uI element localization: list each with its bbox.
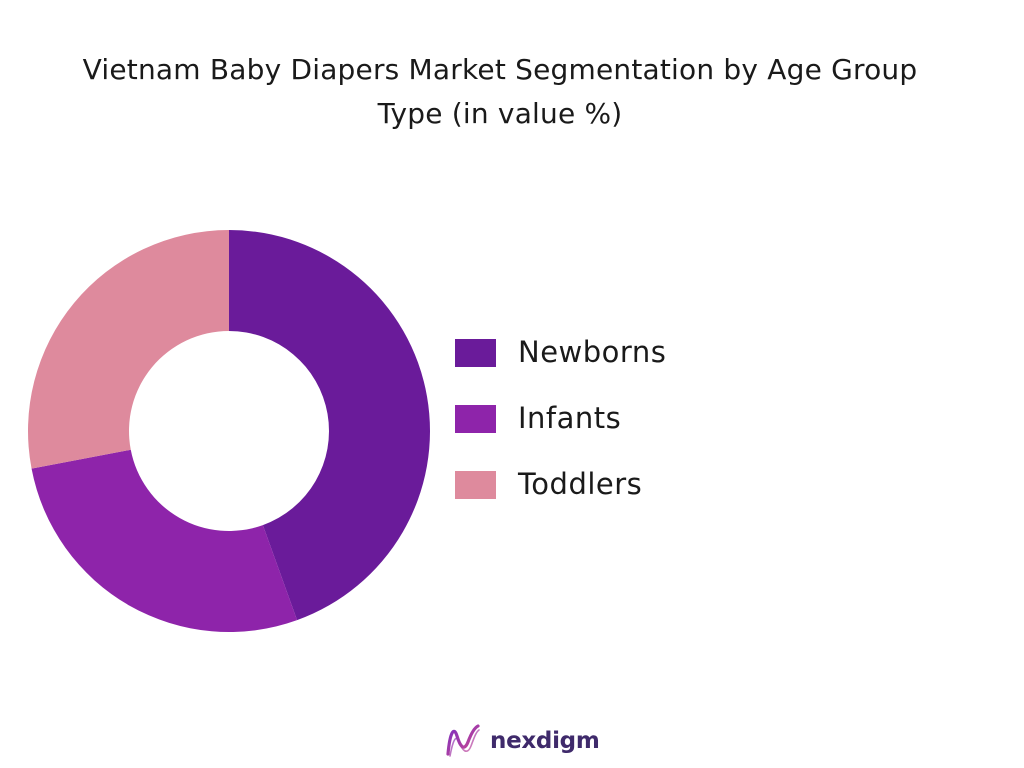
- legend-label-toddlers: Toddlers: [518, 467, 643, 501]
- legend-swatch-toddlers: [455, 471, 496, 499]
- nexdigm-logo-icon: [446, 724, 480, 757]
- donut-slice-infants: [31, 449, 298, 632]
- legend-label-infants: Infants: [518, 401, 622, 435]
- chart-title-line-1: Vietnam Baby Diapers Market Segmentation…: [82, 53, 918, 86]
- chart-title-line-2: Type (in value %): [377, 97, 623, 130]
- donut-slice-newborns: [229, 230, 430, 621]
- donut-slice-toddlers: [27, 230, 230, 469]
- legend-label-newborns: Newborns: [518, 335, 667, 369]
- legend-swatch-infants: [455, 405, 496, 433]
- chart-title: Vietnam Baby Diapers Market Segmentation…: [0, 48, 1000, 136]
- legend-swatch-newborns: [455, 339, 496, 367]
- brand-name: nexdigm: [490, 728, 600, 754]
